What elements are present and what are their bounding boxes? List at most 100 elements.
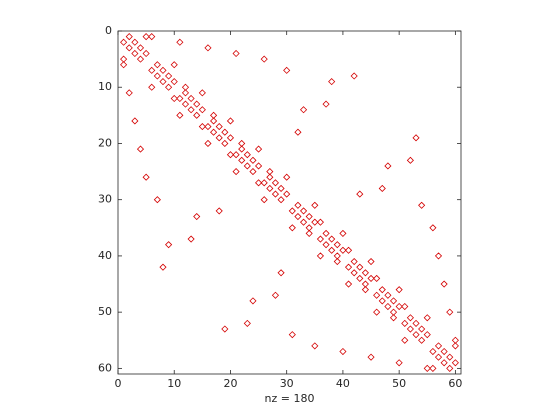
nonzero-marker	[384, 162, 392, 170]
nonzero-marker	[187, 235, 195, 243]
nonzero-marker	[434, 252, 443, 260]
nonzero-marker	[170, 94, 178, 103]
nonzero-marker	[283, 173, 291, 181]
nonzero-marker	[429, 224, 437, 232]
nonzero-marker	[356, 190, 364, 198]
nonzero-marker	[266, 184, 274, 193]
nonzero-marker	[165, 241, 173, 249]
nonzero-marker	[136, 44, 145, 52]
nonzero-marker	[344, 246, 353, 254]
nonzero-marker	[243, 319, 251, 327]
nonzero-marker	[193, 111, 201, 119]
nonzero-marker	[125, 44, 133, 52]
nonzero-marker	[148, 66, 156, 74]
nonzero-marker	[271, 190, 280, 198]
nonzero-marker	[277, 196, 285, 204]
nonzero-marker	[322, 229, 330, 237]
x-tick-label: 60	[448, 377, 462, 390]
nonzero-marker	[266, 173, 274, 181]
nonzero-marker	[283, 190, 291, 198]
nonzero-marker	[238, 156, 246, 164]
nonzero-marker	[305, 229, 313, 237]
nonzero-marker	[311, 218, 319, 226]
nonzero-marker	[322, 100, 330, 108]
nonzero-marker	[423, 331, 431, 339]
nonzero-marker	[159, 78, 167, 86]
nonzero-marker	[193, 212, 201, 221]
nonzero-marker	[434, 353, 443, 361]
x-tick-label: 10	[167, 377, 181, 390]
nonzero-marker	[210, 111, 218, 119]
nonzero-marker	[198, 106, 206, 114]
nonzero-marker	[249, 297, 257, 305]
nonzero-marker	[401, 319, 409, 327]
nonzero-marker	[142, 49, 150, 58]
nonzero-marker	[181, 100, 190, 108]
nonzero-marker	[243, 151, 251, 159]
nonzero-marker	[226, 117, 235, 125]
nonzero-marker	[170, 61, 178, 69]
nonzero-marker	[255, 162, 263, 170]
nonzero-marker	[249, 168, 257, 176]
nonzero-marker	[125, 33, 133, 41]
nonzero-marker	[446, 364, 454, 372]
nonzero-marker	[204, 123, 212, 131]
nonzero-marker	[255, 179, 263, 187]
nonzero-marker	[344, 263, 353, 271]
nonzero-marker	[120, 61, 128, 69]
nonzero-marker	[249, 156, 257, 164]
nonzero-marker	[299, 218, 308, 226]
nonzero-marker	[221, 325, 229, 333]
nonzero-marker	[356, 274, 364, 282]
nonzero-marker	[350, 257, 358, 266]
nonzero-marker	[165, 72, 173, 80]
nonzero-marker	[181, 83, 190, 91]
y-tick-label: 50	[98, 305, 112, 318]
nonzero-marker	[131, 117, 139, 125]
nonzero-marker	[204, 44, 212, 52]
nonzero-marker	[446, 308, 454, 316]
x-tick-label: 30	[280, 377, 294, 390]
nonzero-marker	[339, 229, 347, 237]
nonzero-marker	[328, 78, 336, 86]
x-axis-label: nz = 180	[265, 392, 315, 405]
nonzero-marker	[395, 359, 403, 367]
nonzero-marker	[333, 241, 341, 249]
nonzero-marker	[221, 139, 229, 148]
nonzero-marker	[429, 364, 437, 372]
nonzero-marker	[440, 347, 448, 356]
nonzero-marker	[389, 314, 398, 322]
nonzero-marker	[418, 201, 426, 209]
nonzero-marker	[153, 72, 161, 80]
nonzero-marker	[356, 263, 364, 271]
y-tick-label: 40	[98, 249, 112, 262]
nonzero-marker	[176, 111, 184, 119]
nonzero-marker	[316, 252, 324, 260]
nonzero-marker	[131, 38, 139, 46]
nonzero-marker	[153, 61, 161, 69]
nonzero-marker	[299, 207, 308, 215]
nonzero-marker	[294, 201, 302, 209]
nonzero-marker	[451, 359, 459, 367]
nonzero-marker	[412, 331, 420, 339]
nonzero-marker	[193, 100, 201, 108]
nonzero-marker	[395, 302, 403, 311]
nonzero-marker	[260, 196, 268, 204]
y-tick-label: 10	[98, 80, 112, 93]
nonzero-marker	[384, 302, 392, 311]
nonzero-marker	[266, 168, 274, 176]
nonzero-marker	[406, 325, 414, 333]
y-tick-label: 0	[105, 24, 112, 37]
nonzero-marker	[451, 336, 459, 344]
nonzero-marker	[238, 139, 246, 148]
nonzero-marker	[373, 308, 381, 316]
nonzero-marker	[288, 331, 296, 339]
nonzero-marker	[221, 128, 229, 136]
nonzero-marker	[311, 342, 319, 350]
nonzero-marker	[136, 145, 145, 153]
nonzero-marker	[153, 196, 161, 204]
nonzero-marker	[412, 134, 420, 142]
nonzero-marker	[378, 286, 386, 294]
nonzero-marker	[142, 33, 150, 41]
y-tick-label: 20	[98, 136, 112, 149]
